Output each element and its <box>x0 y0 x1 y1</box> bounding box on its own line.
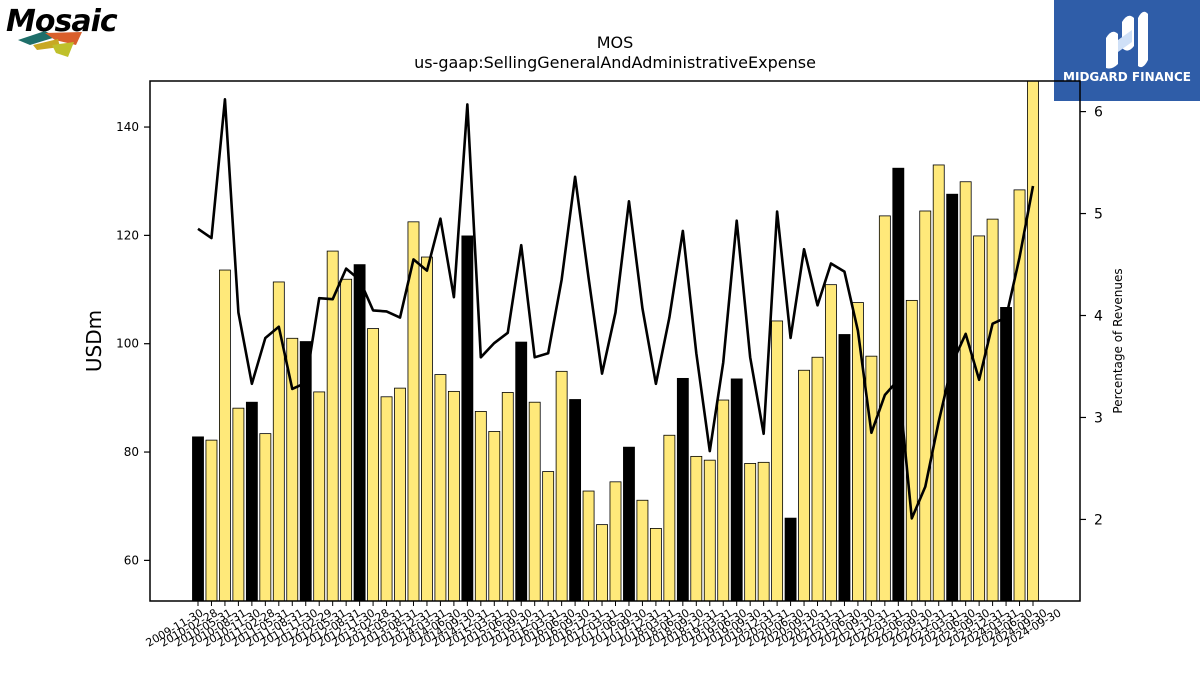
bar-quarterly <box>703 459 716 602</box>
bar-quarterly <box>663 434 676 602</box>
bar-quarterly <box>488 431 501 602</box>
bar-annual <box>192 436 204 602</box>
logo-tile-orange <box>45 32 82 45</box>
y2-tick-label: 3 <box>1094 410 1103 426</box>
y-tick-label: 120 <box>116 228 139 242</box>
bar-quarterly <box>798 369 810 602</box>
bar-annual <box>730 378 743 602</box>
y2-tick-label: 4 <box>1094 309 1103 325</box>
bar-quarterly <box>973 235 986 602</box>
y-axis-ticks: 60 80 100 120 140 <box>116 120 150 567</box>
bar-quarterly <box>394 387 406 602</box>
bar-series <box>192 80 1039 602</box>
y2-tick-label: 6 <box>1094 105 1103 121</box>
y-tick-label: 100 <box>116 337 139 351</box>
logo-tile-teal <box>18 31 56 45</box>
bar-quarterly <box>542 471 555 602</box>
bar-quarterly <box>259 433 272 602</box>
bar-quarterly <box>596 524 608 602</box>
mosaic-logo: Mosaic <box>6 4 119 57</box>
bar-quarterly <box>690 455 703 602</box>
y-tick-label: 80 <box>124 445 139 459</box>
y2-tick-label: 2 <box>1094 512 1103 528</box>
bar-quarterly <box>286 337 299 602</box>
bar-annual <box>838 334 851 602</box>
bar-annual <box>515 341 528 602</box>
bar-quarterly <box>582 490 595 602</box>
bar-quarterly <box>959 181 972 602</box>
line-series <box>197 98 1035 520</box>
sga-percent-of-revenue-line <box>197 98 1035 520</box>
bar-quarterly <box>825 284 837 602</box>
midgard-finance-logo: MIDGARD FINANCE <box>1054 0 1200 101</box>
bar-quarterly <box>232 407 245 602</box>
bar-annual <box>623 446 635 602</box>
y2-axis-ticks: 2 3 4 5 6 <box>1080 105 1103 528</box>
y-tick-label: 140 <box>116 120 139 134</box>
bar-quarterly <box>313 391 326 602</box>
bar-quarterly <box>555 370 568 602</box>
bar-quarterly <box>326 250 339 602</box>
bar-quarterly <box>771 320 784 602</box>
midgard-logo-text: MIDGARD FINANCE <box>1063 70 1191 84</box>
midgard-m-icon <box>1106 11 1148 69</box>
bar-annual <box>245 401 258 602</box>
bar-quarterly <box>421 256 433 602</box>
bar-quarterly <box>852 302 864 602</box>
bar-quarterly <box>474 411 487 602</box>
bar-quarterly <box>811 356 824 602</box>
bar-quarterly <box>501 392 514 602</box>
bar-quarterly <box>380 396 393 602</box>
bar-annual <box>1000 307 1012 602</box>
bar-quarterly <box>905 299 918 602</box>
bar-annual <box>461 235 474 602</box>
bar-quarterly <box>1027 80 1039 602</box>
bar-annual <box>353 264 366 602</box>
bar-quarterly <box>447 390 460 602</box>
bar-annual <box>784 517 797 602</box>
y-tick-label: 60 <box>124 553 139 567</box>
bar-quarterly <box>717 399 730 602</box>
y2-axis-label: Percentage of Revenues <box>1111 268 1125 413</box>
bar-quarterly <box>636 499 649 602</box>
y-axis-label: USDm <box>82 310 106 372</box>
bar-quarterly <box>434 374 447 602</box>
bar-quarterly <box>757 461 770 602</box>
bar-quarterly <box>744 463 757 602</box>
bar-quarterly <box>986 218 999 602</box>
bar-quarterly <box>367 328 379 602</box>
bar-annual <box>676 377 689 602</box>
x-axis-ticks: 2009-11-302010-02-282010-05-312010-08-31… <box>144 601 1064 650</box>
bar-quarterly <box>865 355 878 602</box>
chart-title: MOS <box>597 33 634 52</box>
bar-quarterly <box>609 481 622 602</box>
chart-subtitle: us-gaap:SellingGeneralAndAdministrativeE… <box>414 53 816 72</box>
bar-quarterly <box>919 210 932 602</box>
bar-quarterly <box>649 528 662 602</box>
y2-tick-label: 5 <box>1094 207 1103 223</box>
bar-quarterly <box>219 269 231 602</box>
bar-annual <box>569 399 582 602</box>
bar-quarterly <box>528 401 541 602</box>
logo-tile-lime <box>52 42 74 57</box>
bar-quarterly <box>205 439 218 602</box>
bar-quarterly <box>932 164 945 602</box>
bar-annual <box>946 193 959 602</box>
bar-quarterly <box>340 278 353 602</box>
